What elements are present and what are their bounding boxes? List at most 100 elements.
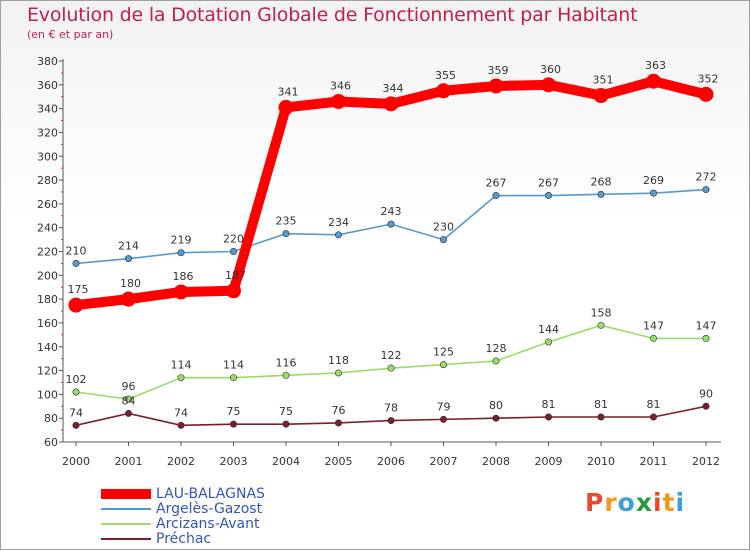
data-label-lau-balagnas: 352 bbox=[698, 72, 719, 85]
data-label-lau-balagnas: 344 bbox=[383, 82, 404, 95]
data-point-prechac bbox=[649, 413, 657, 421]
data-label-arcizans-avant: 147 bbox=[696, 319, 717, 332]
y-tick-label: 140 bbox=[37, 341, 58, 354]
data-point-argeles-gazost bbox=[282, 230, 290, 238]
data-label-prechac: 81 bbox=[542, 398, 556, 411]
legend-swatch bbox=[101, 508, 151, 510]
data-label-lau-balagnas: 175 bbox=[68, 283, 89, 296]
data-point-argeles-gazost bbox=[177, 249, 185, 257]
data-label-prechac: 81 bbox=[594, 398, 608, 411]
data-point-lau-balagnas bbox=[698, 86, 714, 102]
data-point-argeles-gazost bbox=[649, 189, 657, 197]
data-point-argeles-gazost bbox=[125, 255, 133, 263]
data-label-argeles-gazost: 267 bbox=[486, 177, 507, 190]
legend-item-prechac: Préchac bbox=[101, 531, 321, 547]
data-point-argeles-gazost bbox=[230, 248, 238, 256]
axes: 60 80 100 120 140 160 180 200 220 240 260 280 300 320… bbox=[37, 55, 721, 468]
data-label-argeles-gazost: 214 bbox=[118, 240, 139, 253]
x-tick-label: 2005 bbox=[325, 455, 353, 468]
y-tick-label: 260 bbox=[37, 198, 58, 211]
data-point-argeles-gazost bbox=[544, 192, 552, 200]
logo-letter: r bbox=[604, 488, 618, 517]
data-point-lau-balagnas bbox=[436, 83, 451, 99]
legend-item-arcizans-avant: Arcizans-Avant bbox=[101, 516, 321, 532]
data-label-arcizans-avant: 114 bbox=[171, 359, 192, 372]
x-tick-label: 2008 bbox=[482, 455, 510, 468]
series-layer bbox=[68, 73, 714, 429]
data-point-lau-balagnas bbox=[383, 96, 399, 112]
data-point-prechac bbox=[387, 417, 395, 425]
x-tick-label: 2004 bbox=[272, 455, 300, 468]
data-point-argeles-gazost bbox=[334, 231, 342, 239]
data-point-arcizans-avant bbox=[177, 374, 185, 382]
data-point-prechac bbox=[125, 409, 133, 417]
legend-swatch bbox=[101, 489, 151, 499]
data-label-prechac: 80 bbox=[489, 399, 503, 412]
data-point-prechac bbox=[177, 421, 185, 429]
x-tick-label: 2000 bbox=[62, 455, 90, 468]
data-label-argeles-gazost: 243 bbox=[381, 205, 402, 218]
y-tick-label: 80 bbox=[44, 412, 58, 425]
logo-letter: P bbox=[585, 488, 605, 517]
data-label-argeles-gazost: 219 bbox=[171, 234, 192, 247]
x-tick-label: 2009 bbox=[535, 455, 563, 468]
data-point-arcizans-avant bbox=[544, 338, 552, 346]
data-point-lau-balagnas bbox=[646, 73, 661, 89]
y-tick-label: 100 bbox=[37, 388, 58, 401]
data-label-argeles-gazost: 272 bbox=[696, 171, 717, 184]
data-point-arcizans-avant bbox=[702, 334, 710, 342]
data-label-prechac: 90 bbox=[699, 387, 713, 400]
data-point-arcizans-avant bbox=[334, 369, 342, 377]
data-label-argeles-gazost: 235 bbox=[276, 215, 297, 228]
data-label-prechac: 79 bbox=[437, 400, 451, 413]
data-point-prechac bbox=[72, 421, 80, 429]
data-label-lau-balagnas: 363 bbox=[645, 59, 666, 72]
data-point-lau-balagnas bbox=[488, 78, 504, 94]
x-tick-label: 2007 bbox=[430, 455, 458, 468]
data-label-arcizans-avant: 147 bbox=[643, 319, 664, 332]
data-point-argeles-gazost bbox=[387, 220, 395, 228]
data-point-prechac bbox=[439, 415, 447, 423]
y-tick-label: 160 bbox=[37, 317, 58, 330]
legend-swatch bbox=[101, 523, 151, 525]
data-label-arcizans-avant: 128 bbox=[486, 342, 507, 355]
data-label-lau-balagnas: 359 bbox=[488, 64, 509, 77]
data-point-arcizans-avant bbox=[439, 361, 447, 369]
legend-swatch bbox=[101, 538, 151, 540]
data-label-lau-balagnas: 351 bbox=[593, 74, 614, 87]
legend-item-lau-balagnas: LAU-BALAGNAS bbox=[101, 486, 321, 502]
data-label-lau-balagnas: 180 bbox=[120, 277, 141, 290]
data-point-lau-balagnas bbox=[278, 99, 294, 115]
data-label-lau-balagnas: 186 bbox=[173, 270, 194, 283]
y-tick-label: 380 bbox=[37, 55, 58, 68]
x-tick-label: 2006 bbox=[377, 455, 405, 468]
data-point-lau-balagnas bbox=[173, 284, 189, 300]
legend-label: Arcizans-Avant bbox=[156, 516, 260, 532]
chart-title: Evolution de la Dotation Globale de Fonc… bbox=[27, 4, 638, 26]
data-label-arcizans-avant: 118 bbox=[328, 354, 349, 367]
data-label-lau-balagnas: 355 bbox=[435, 69, 456, 82]
data-point-argeles-gazost bbox=[439, 236, 447, 244]
data-label-arcizans-avant: 102 bbox=[66, 373, 87, 386]
y-tick-label: 60 bbox=[44, 436, 58, 449]
data-point-prechac bbox=[492, 414, 500, 422]
series-line-lau-balagnas bbox=[71, 76, 711, 311]
y-tick-label: 220 bbox=[37, 246, 58, 259]
legend-item-argeles-gazost: Argelès-Gazost bbox=[101, 501, 321, 517]
data-label-argeles-gazost: 268 bbox=[591, 175, 612, 188]
logo-letter: i bbox=[653, 488, 663, 517]
data-point-arcizans-avant bbox=[649, 334, 657, 342]
data-label-argeles-gazost: 210 bbox=[66, 244, 87, 257]
data-point-lau-balagnas bbox=[593, 88, 609, 104]
x-tick-label: 2003 bbox=[220, 455, 248, 468]
data-label-prechac: 81 bbox=[647, 398, 661, 411]
data-label-lau-balagnas: 187 bbox=[225, 269, 246, 282]
data-point-argeles-gazost bbox=[72, 259, 80, 267]
legend-label: Argelès-Gazost bbox=[156, 501, 263, 517]
y-tick-label: 320 bbox=[37, 126, 58, 139]
data-label-argeles-gazost: 230 bbox=[433, 221, 454, 234]
y-tick-label: 340 bbox=[37, 103, 58, 116]
proxiti-logo: Proxiti bbox=[585, 488, 685, 517]
